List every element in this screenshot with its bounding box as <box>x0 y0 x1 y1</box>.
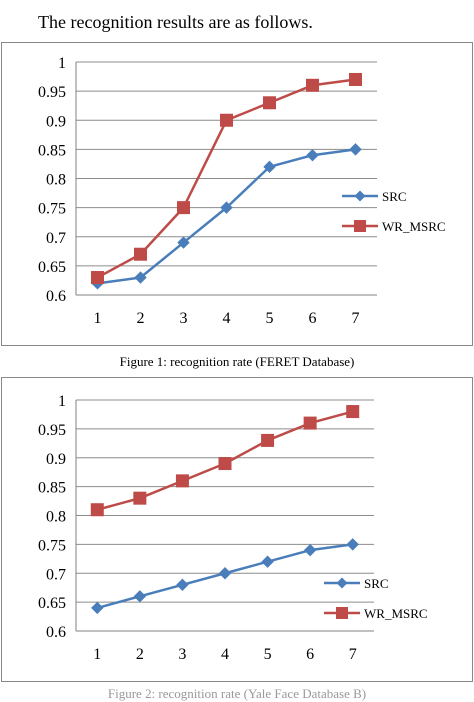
chart2-ytick-label: 0.6 <box>46 624 66 641</box>
chart2-ytick-label: 0.85 <box>38 480 66 497</box>
chart-yale-svg: 0.6 0.65 0.7 0.75 0.8 0.85 0.9 0.95 1 1 2 3 4 5 6 7 SRC W… <box>38 393 428 663</box>
chart1-point-wr_msrc <box>306 78 319 92</box>
chart1-series-line-src <box>97 148 356 285</box>
chart1-point-wr_msrc <box>349 72 362 86</box>
chart2-point-src <box>218 567 232 580</box>
chart1-ytick-label: 0.8 <box>46 172 66 189</box>
chart1-point-wr_msrc <box>177 201 190 215</box>
chart2-legend-label-src: SRC <box>364 576 389 591</box>
chart1-ytick-label: 1 <box>58 55 66 72</box>
chart1-point-wr_msrc <box>91 271 104 285</box>
chart2-ytick-label: 0.9 <box>46 451 66 468</box>
chart2-point-wr_msrc <box>90 503 104 517</box>
chart2-xtick-label: 7 <box>349 646 357 663</box>
chart1-point-src <box>349 143 362 156</box>
chart1-point-src <box>306 148 319 162</box>
chart2-point-wr_msrc <box>218 457 232 471</box>
chart-yale: 0.6 0.65 0.7 0.75 0.8 0.85 0.9 0.95 1 1 2 3 4 5 6 7 SRC W… <box>1 377 473 682</box>
chart2-point-src <box>91 601 104 615</box>
chart1-point-wr_msrc <box>134 247 147 261</box>
chart1-xtick-label: 2 <box>137 310 145 327</box>
chart2-point-wr_msrc <box>303 416 317 430</box>
chart1-point-wr_msrc <box>220 113 233 127</box>
chart2-xtick-label: 1 <box>93 646 101 663</box>
chart2-point-src <box>133 590 147 603</box>
chart1-ytick-label: 0.9 <box>46 113 66 130</box>
chart2-ytick-label: 0.65 <box>38 595 66 612</box>
chart1-point-src <box>177 236 190 249</box>
chart1-legend-marker-src <box>354 190 366 202</box>
chart2-xtick-label: 3 <box>178 646 186 663</box>
intro-text: The recognition results are as follows. <box>38 12 313 32</box>
chart1-point-src <box>220 201 233 214</box>
chart1-ytick-label: 0.95 <box>38 84 66 101</box>
chart2-xtick-label: 2 <box>136 646 144 663</box>
chart2-point-src <box>346 538 359 551</box>
chart1-ytick-label: 0.75 <box>38 201 66 218</box>
chart1-point-src <box>134 271 147 284</box>
chart1-point-wr_msrc <box>263 96 276 110</box>
chart1-xtick-label: 4 <box>223 310 231 327</box>
chart2-ytick-label: 1 <box>58 393 66 410</box>
chart-feret-svg: 0.6 0.65 0.7 0.75 0.8 0.85 0.9 0.95 1 1 2 3 4 5 6 7 SRC W… <box>38 55 446 327</box>
chart1-legend-marker-wr_msrc <box>354 220 366 232</box>
chart2-ytick-label: 0.75 <box>38 537 66 554</box>
chart1-point-src <box>263 160 276 174</box>
chart2-ytick-label: 0.7 <box>46 566 66 583</box>
chart1-ytick-label: 0.7 <box>46 230 66 247</box>
chart1-ytick-label: 0.85 <box>38 142 66 159</box>
chart2-xtick-label: 4 <box>221 646 229 663</box>
chart1-ytick-label: 0.6 <box>46 288 66 305</box>
chart2-point-wr_msrc <box>133 491 147 505</box>
chart2-xtick-label: 6 <box>306 646 314 663</box>
chart2-ytick-label: 0.95 <box>38 422 66 439</box>
chart2-point-src <box>261 555 274 568</box>
chart1-xtick-label: 7 <box>352 310 360 327</box>
figure-2-caption: Figure 2: recognition rate (Yale Face Da… <box>107 686 367 701</box>
chart1-legend-label-wr_msrc: WR_MSRC <box>382 219 446 234</box>
chart1-xtick-label: 1 <box>94 310 102 327</box>
chart1-xtick-label: 5 <box>266 310 274 327</box>
chart2-legend-marker-wr_msrc <box>336 607 348 619</box>
chart2-legend-label-wr_msrc: WR_MSRC <box>364 606 428 621</box>
chart1-legend-label-src: SRC <box>382 189 407 204</box>
chart2-point-wr_msrc <box>346 405 360 419</box>
chart2-point-src <box>303 543 317 557</box>
chart1-ytick-label: 0.65 <box>38 259 66 276</box>
chart2-point-src <box>176 578 189 592</box>
chart2-point-wr_msrc <box>175 474 189 488</box>
chart2-xtick-label: 5 <box>264 646 272 663</box>
chart2-point-wr_msrc <box>261 433 275 447</box>
chart1-xtick-label: 3 <box>180 310 188 327</box>
chart-feret: 0.6 0.65 0.7 0.75 0.8 0.85 0.9 0.95 1 1 2 3 4 5 6 7 SRC W… <box>1 42 473 346</box>
chart1-xtick-label: 6 <box>309 310 317 327</box>
chart2-ytick-label: 0.8 <box>46 509 66 526</box>
figure-1-caption: Figure 1: recognition rate (FERET Databa… <box>119 354 355 369</box>
chart2-legend-marker-src <box>336 577 348 589</box>
